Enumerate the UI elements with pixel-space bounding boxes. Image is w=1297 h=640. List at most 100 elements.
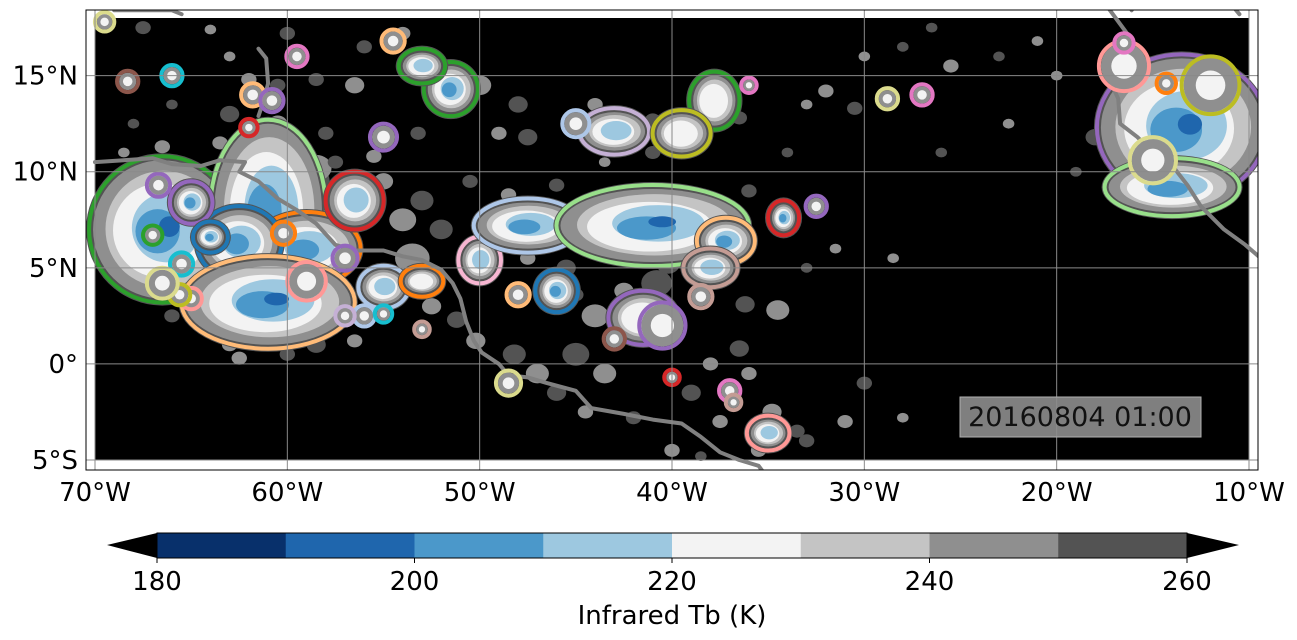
cloud-fragment [491,126,507,140]
tracked-cell [1154,71,1178,96]
cell-core [297,271,317,291]
tb-level [264,292,289,306]
tracked-cell [367,121,400,153]
tracked-cell [739,75,759,96]
cell-outline [379,27,407,55]
colorbar-tick-label: 180 [132,567,182,597]
cloud-fragment [729,340,749,357]
cloud-fragment [897,41,909,52]
cell-core [100,17,109,27]
cloud-fragment [829,243,842,254]
tb-level [158,216,180,237]
tb-level [409,273,434,290]
tracked-cells-layer [92,10,1242,413]
tracked-cell [1127,135,1178,186]
tracked-cell [115,68,141,95]
tb-level [343,187,369,213]
cloud-fragment [581,304,609,328]
cloud-fragment [741,184,757,198]
cloud-fragment [789,424,805,438]
coastline-south-america [93,156,765,470]
tracked-cell [92,10,117,34]
lon-tick-label: 60°W [251,478,323,508]
cell-outline [723,392,744,413]
colorbar-bins [157,533,1188,558]
cell-outline [1154,71,1178,96]
tracked-cell [285,259,328,303]
cell-core [1162,79,1171,88]
tb-level [600,121,632,141]
tracked-cell [330,243,360,273]
lat-tick-label: 10°N [12,158,78,188]
tracked-cell [601,326,627,352]
tracked-cell [723,392,744,413]
colorbar-tick-label: 240 [905,567,955,597]
track-outline [650,108,713,159]
cloud-fragment [231,351,247,365]
cell-outline [330,243,360,273]
lon-tick-label: 10°W [1213,478,1285,508]
tb-level [716,235,733,248]
lat-tick-label: 15°N [12,62,78,92]
cell-core [377,130,390,144]
tb-level [549,285,561,297]
tracked-cell [238,116,260,139]
cell-core [379,310,388,318]
cell-outline [115,68,141,95]
cloud-fragment [781,147,794,158]
cloud-fragment [800,99,813,110]
cell-core [340,311,350,321]
cell-core [695,291,707,302]
cell-outline [493,368,524,398]
cell-core [176,258,187,270]
colorbar-bin [285,533,415,558]
cloud-fragment [562,342,590,366]
colorbar-bin [414,533,544,558]
tb-level [287,239,320,261]
cell-core [122,76,133,87]
cell-outline [269,219,298,247]
tracked-cell [144,265,180,301]
cell-outline [560,108,592,140]
lon-tick-label: 40°W [636,478,708,508]
track-outline [421,60,480,119]
cloud-fragment [548,178,565,192]
cell-outline [367,121,400,153]
colorbar-bin [543,533,673,558]
tracked-cell [333,304,357,328]
timestamp-box: 20160804 01:00 [959,396,1202,438]
tracked-cell [493,368,524,398]
cell-outline [333,304,357,328]
cloud-fragment [429,219,453,240]
cell-outline [284,43,310,70]
cloud-fragment [308,72,324,87]
tracked-cell [412,319,432,340]
cell-outline [874,86,901,112]
lon-tick-label: 20°W [1021,478,1093,508]
cloud-fragment [204,24,217,35]
track-outline [167,179,215,226]
lon-tick-label: 50°W [444,478,516,508]
cloud-fragment [154,140,171,154]
convective-system [395,45,449,87]
lat-tick-label: 5°S [32,446,78,476]
cell-outline [1112,31,1136,55]
convective-system [166,178,216,227]
tb-level [663,120,698,147]
colorbar-under-extension [107,533,157,558]
cloud-fragment [695,451,707,462]
convective-system [189,218,231,256]
cloud-fragment [118,147,130,158]
cloud-fragment [993,51,1005,62]
tb-level [413,58,433,73]
cell-outline [141,223,165,247]
gridlines [86,10,1258,470]
colorbar-tick-label: 220 [647,567,697,597]
cell-core [1141,148,1165,172]
cloud-fragment [837,415,853,429]
colorbar-bin [672,533,802,558]
convective-system [322,168,387,233]
tracked-cell [372,303,395,325]
tracked-cell [144,171,173,199]
tracked-cell [687,283,715,311]
